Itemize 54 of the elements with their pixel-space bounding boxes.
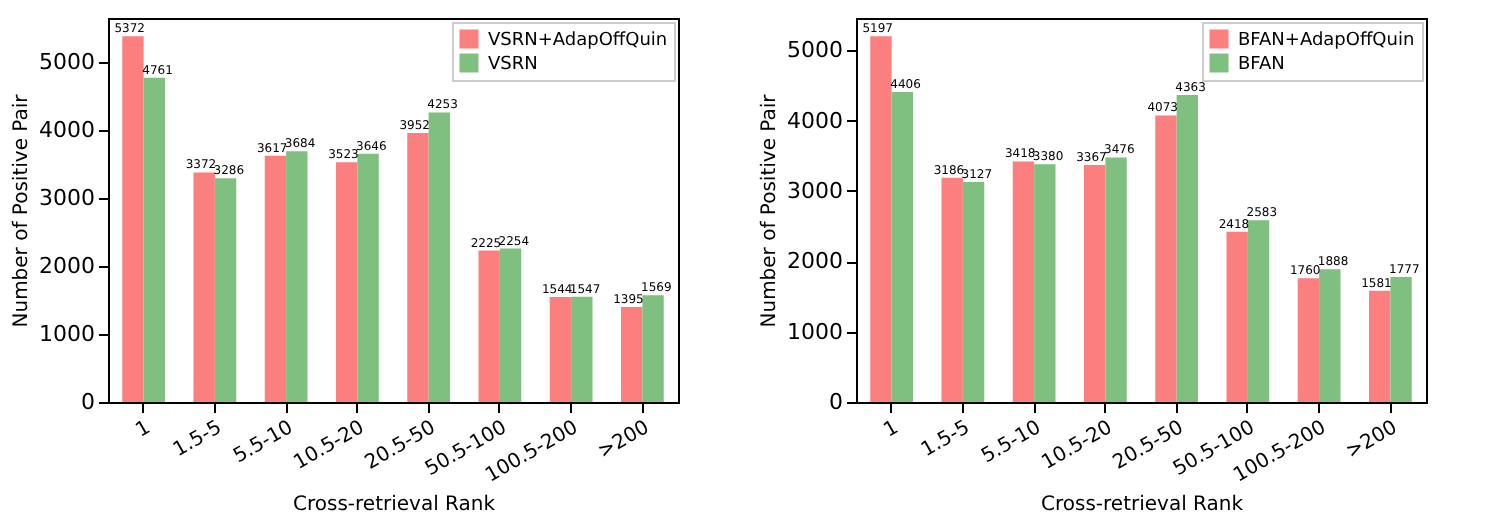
bar [428,112,450,402]
y-tick-label: 4000 [39,116,95,143]
y-axis-title: Number of Positive Pair [759,92,782,328]
bar [941,177,963,402]
bar [891,91,913,402]
bar [478,250,500,402]
bar [1226,231,1248,402]
y-tick-label: 3000 [787,177,843,204]
bar [1319,269,1341,402]
bar [1034,164,1056,402]
y-tick-label: 1000 [787,318,843,345]
legend-label: BFAN+AdapOffQuin [1238,31,1415,51]
bar [870,36,892,402]
bar [1084,165,1106,402]
y-tick-label: 5000 [39,48,95,75]
y-tick-label: 5000 [787,37,843,64]
y-tick-label: 2000 [39,252,95,279]
legend-label: VSRN [488,55,538,75]
bar [1012,161,1035,402]
bar [499,248,522,402]
bar [1105,157,1127,402]
bar [336,162,358,402]
bar [1297,278,1320,402]
bar [122,36,144,402]
bar [286,151,308,402]
bar [1369,290,1391,402]
x-axis-title: Cross-retrieval Rank [292,493,496,516]
y-tick-label: 4000 [787,107,843,134]
bar [621,307,643,402]
y-tick-label: 0 [81,389,95,415]
bar [1390,276,1412,402]
bar [962,181,985,402]
bar [143,77,165,402]
bar [1247,220,1270,402]
bar [571,296,593,402]
y-tick-label: 3000 [39,184,95,211]
x-tick-label: 1 [132,417,155,443]
bar [357,153,379,402]
legend-label: BFAN [1238,55,1285,75]
bar [1155,115,1177,402]
y-axis-title: Number of Positive Pair [11,92,34,328]
x-tick-label: 1 [880,417,903,443]
y-tick-label: 2000 [787,248,843,275]
bar [214,178,237,402]
bar [549,296,572,402]
y-tick-label: 1000 [39,320,95,347]
bar [193,172,215,402]
x-axis-title: Cross-retrieval Rank [1040,493,1244,516]
bar [264,155,287,402]
y-tick-label: 0 [829,389,843,415]
legend-label: VSRN+AdapOffQuin [488,31,668,51]
bar [1176,94,1198,402]
bar [642,295,664,402]
bar [407,132,429,402]
